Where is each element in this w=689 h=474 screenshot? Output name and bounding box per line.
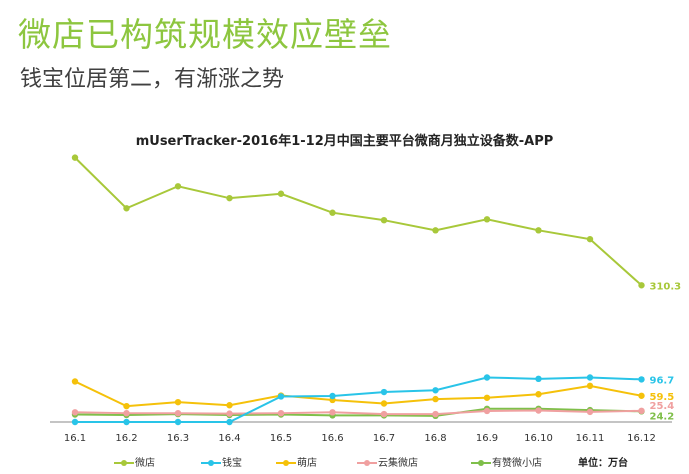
data-point — [586, 382, 594, 390]
data-point — [483, 394, 491, 401]
data-point — [483, 374, 491, 381]
x-tick-label: 16.5 — [270, 433, 292, 444]
series-line — [74, 156, 643, 287]
data-point — [329, 209, 336, 216]
data-point — [226, 194, 233, 202]
data-point — [638, 376, 645, 383]
x-tick-label: 16.3 — [167, 433, 189, 444]
end-value-label: 96.7 — [650, 375, 675, 386]
data-point — [226, 418, 233, 426]
end-value-label: 310.3 — [650, 281, 682, 292]
data-point — [638, 392, 645, 399]
data-point — [71, 418, 79, 426]
data-point — [380, 216, 388, 224]
x-tick-label: 16.2 — [115, 433, 137, 444]
data-point — [71, 378, 79, 385]
chart-legend: 微店 钱宝 萌店 云集微店 有赞微小店 — [0, 454, 689, 472]
data-point — [638, 407, 645, 415]
data-point — [535, 375, 542, 383]
data-point — [123, 402, 130, 410]
data-point — [329, 409, 336, 416]
legend-label: 钱宝 — [222, 458, 242, 469]
data-point — [174, 398, 182, 406]
subheadline: 钱宝位居第二，有渐涨之势 — [20, 67, 285, 92]
data-point — [277, 190, 285, 197]
data-point — [380, 400, 388, 407]
data-point — [483, 216, 491, 223]
legend-label: 微店 — [135, 458, 155, 469]
end-value-label: 25.4 — [650, 401, 675, 412]
data-point — [380, 388, 388, 396]
legend-marker-icon — [114, 460, 134, 466]
line-chart: 16.1 16.2 16.3 16.4 16.5 16.6 16.7 16.8 16.9 16.1… — [50, 154, 682, 444]
legend-item: 有赞微小店 — [470, 454, 542, 469]
data-point — [71, 154, 79, 161]
legend-marker-icon — [201, 460, 221, 466]
x-tick-label: 16.10 — [524, 433, 553, 444]
x-tick-label: 16.4 — [218, 433, 240, 444]
data-point — [638, 282, 645, 289]
data-point — [174, 409, 182, 417]
headline: 微店已构筑规模效应壁垒 — [18, 15, 392, 54]
data-point — [329, 392, 336, 400]
legend-label: 云集微店 — [378, 458, 418, 469]
x-tick-label: 16.9 — [476, 433, 498, 444]
x-tick-label: 16.12 — [627, 433, 656, 444]
series-line — [74, 409, 642, 416]
x-tick-label: 16.1 — [64, 433, 86, 444]
data-point — [71, 409, 79, 416]
legend-marker-icon — [357, 460, 377, 466]
data-point — [226, 410, 233, 417]
end-value-label: 24.2 — [650, 411, 675, 422]
data-point — [586, 235, 594, 243]
unit-label: 单位：万台 — [578, 458, 628, 469]
data-point — [174, 418, 182, 426]
x-tick-label: 16.7 — [373, 433, 395, 444]
data-point — [123, 205, 130, 212]
x-tick-label: 16.6 — [321, 433, 343, 444]
legend-marker-icon — [471, 460, 491, 466]
data-point — [277, 393, 285, 400]
series-line — [74, 407, 642, 417]
data-point — [432, 387, 439, 394]
x-tick-label: 16.11 — [576, 433, 605, 444]
data-point — [123, 409, 130, 417]
data-point — [432, 395, 439, 403]
data-point — [226, 402, 233, 409]
legend-item: 云集微店 — [356, 454, 418, 469]
chart-title: mUserTracker-2016年1-12月中国主要平台微商月独立设备数-AP… — [135, 134, 554, 149]
legend-marker-icon — [276, 460, 296, 466]
data-point — [535, 407, 542, 414]
data-point — [277, 409, 285, 417]
x-tick-label: 16.8 — [424, 433, 446, 444]
data-point — [380, 410, 388, 418]
data-point — [174, 183, 182, 190]
data-point — [432, 227, 439, 234]
data-point — [586, 408, 594, 416]
data-point — [535, 227, 542, 234]
legend-item: 钱宝 — [200, 454, 242, 469]
data-point — [535, 391, 542, 398]
end-value-label: 59.5 — [650, 392, 675, 403]
series-line — [75, 376, 642, 423]
data-point — [483, 407, 491, 415]
legend-label: 有赞微小店 — [492, 458, 542, 469]
legend-item: 微店 — [113, 454, 155, 469]
data-point — [586, 374, 594, 381]
legend-label: 萌店 — [297, 458, 317, 469]
data-point — [432, 410, 439, 418]
series-line — [74, 380, 642, 408]
legend-item: 萌店 — [275, 454, 317, 469]
data-point — [123, 418, 130, 426]
